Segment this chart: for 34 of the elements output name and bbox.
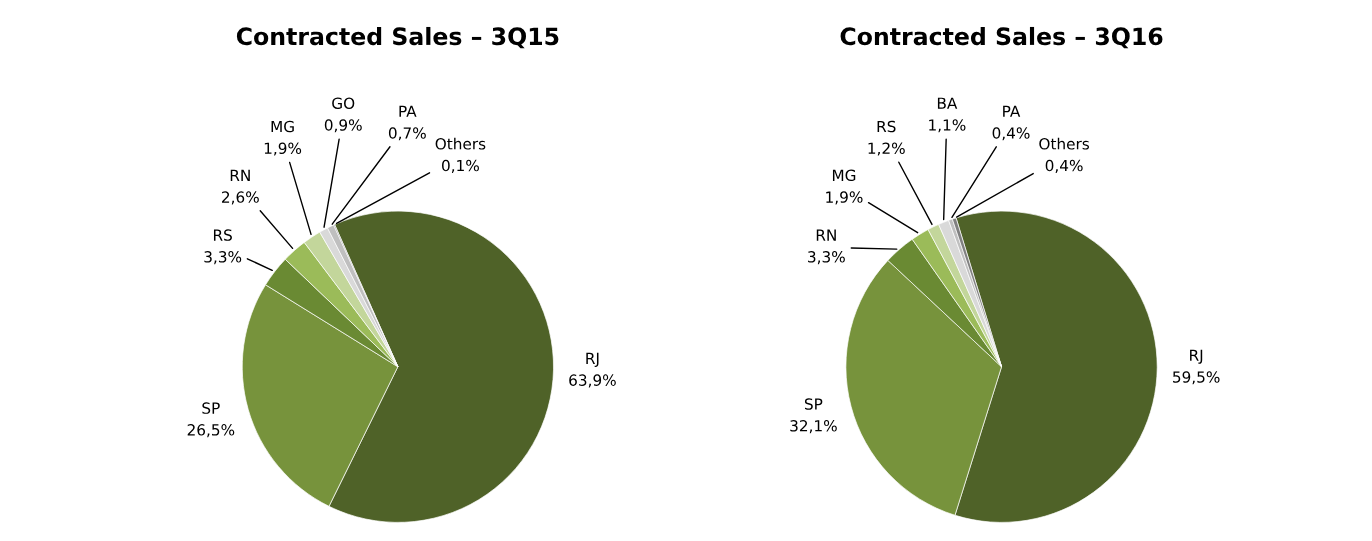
data-label: 0,7% xyxy=(388,127,426,141)
data-label: 0,4% xyxy=(1045,159,1083,173)
data-label: 2,6% xyxy=(222,191,259,205)
slice-label: MG xyxy=(271,120,294,133)
data-label: 1,9% xyxy=(826,191,863,205)
chart-title: Contracted Sales – 3Q16 xyxy=(840,26,1163,49)
slice-label: Others xyxy=(435,137,486,150)
data-label: 3,3% xyxy=(204,251,242,265)
slice-label: GO xyxy=(332,97,355,109)
slice-label: MG xyxy=(832,169,856,182)
data-label: 0,4% xyxy=(992,127,1030,141)
data-label: 59,5% xyxy=(1173,371,1220,385)
slice-label: RS xyxy=(213,229,232,241)
data-label: 1,1% xyxy=(929,119,966,133)
slice-label: RJ xyxy=(586,352,599,367)
chart-title: Contracted Sales – 3Q15 xyxy=(236,26,559,49)
slice-label: SP xyxy=(804,398,823,410)
data-label: 1,2% xyxy=(868,142,905,156)
data-label: 0,9% xyxy=(324,119,362,133)
data-label: 1,9% xyxy=(264,142,302,156)
data-label: 3,3% xyxy=(808,251,845,265)
slice-label: RJ xyxy=(1190,349,1203,364)
slice-label: Others xyxy=(1039,137,1090,150)
slice-label: SP xyxy=(202,402,220,414)
slice-label: RN xyxy=(816,229,836,241)
slice-label: BA xyxy=(937,97,958,109)
data-label: 32,1% xyxy=(790,420,837,434)
slice-label: PA xyxy=(1003,105,1021,117)
slice-label: RS xyxy=(877,120,896,133)
slice-label: PA xyxy=(399,105,417,117)
data-label: 0,1% xyxy=(442,159,479,173)
data-label: 63,9% xyxy=(569,374,616,388)
slice-label: RN xyxy=(230,169,250,181)
data-label: 26,5% xyxy=(187,424,235,438)
